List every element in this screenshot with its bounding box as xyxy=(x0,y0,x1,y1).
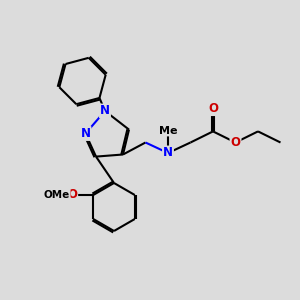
Text: Me: Me xyxy=(159,125,177,136)
Text: N: N xyxy=(80,127,91,140)
Text: O: O xyxy=(208,102,218,115)
Text: OMe: OMe xyxy=(44,190,70,200)
Text: O: O xyxy=(230,136,241,149)
Text: O: O xyxy=(67,188,77,202)
Text: N: N xyxy=(163,146,173,160)
Text: N: N xyxy=(100,104,110,118)
